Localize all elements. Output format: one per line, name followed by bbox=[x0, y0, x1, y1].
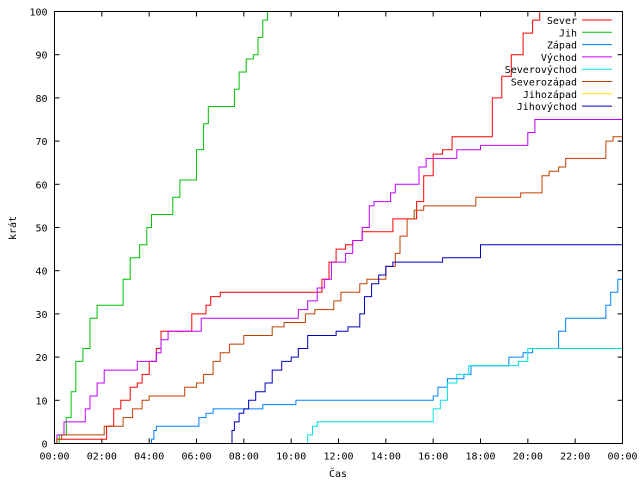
series-line-8 bbox=[229, 244, 623, 444]
x-tick-label: 00:00 bbox=[607, 452, 637, 463]
series-line-2 bbox=[54, 11, 623, 444]
legend-label: Západ bbox=[547, 40, 577, 52]
y-tick-label: 50 bbox=[35, 224, 47, 235]
y-tick-label: 40 bbox=[35, 267, 47, 278]
y-tick-label: 10 bbox=[35, 396, 47, 407]
series-line-5 bbox=[305, 348, 623, 444]
x-tick-label: 18:00 bbox=[465, 452, 495, 463]
x-tick-label: 06:00 bbox=[181, 452, 211, 463]
legend-label: Severovýchod bbox=[505, 64, 577, 76]
plot-series bbox=[54, 11, 623, 444]
legend-label: Jihovýchod bbox=[517, 101, 577, 113]
x-tick-label: 10:00 bbox=[276, 452, 306, 463]
x-tick-label: 22:00 bbox=[560, 452, 590, 463]
legend: SeverJihZápadVýchodSeverovýchodSeverozáp… bbox=[505, 16, 612, 113]
x-axis-title: Čas bbox=[329, 467, 347, 480]
y-tick-label: 60 bbox=[35, 180, 47, 191]
legend-label: Jihozápad bbox=[523, 89, 577, 101]
y-tick-label: 70 bbox=[35, 137, 47, 148]
y-axis-title: krát bbox=[7, 216, 19, 240]
y-tick-label: 30 bbox=[35, 310, 47, 321]
legend-label: Sever bbox=[547, 16, 577, 27]
y-tick-label: 80 bbox=[35, 94, 47, 105]
legend-label: Východ bbox=[541, 52, 577, 64]
x-tick-label: 02:00 bbox=[87, 452, 117, 463]
y-tick-label: 100 bbox=[29, 8, 47, 19]
x-tick-label: 12:00 bbox=[323, 452, 353, 463]
tick-labels: 0 10 20 30 40 50 60 70 80 90 100 00:00 02:00 04:00 06:… bbox=[29, 8, 637, 463]
y-tick-label: 90 bbox=[35, 51, 47, 62]
legend-label: Severozápad bbox=[511, 77, 577, 89]
y-tick-label: 0 bbox=[41, 440, 47, 451]
x-tick-label: 00:00 bbox=[39, 452, 69, 463]
series-line-6 bbox=[54, 123, 623, 444]
series-line-4 bbox=[54, 119, 623, 444]
x-tick-label: 08:00 bbox=[229, 452, 259, 463]
x-tick-label: 16:00 bbox=[418, 452, 448, 463]
plot-frame bbox=[54, 11, 623, 444]
x-tick-label: 14:00 bbox=[371, 452, 401, 463]
legend-label: Jih bbox=[559, 28, 577, 39]
x-tick-label: 20:00 bbox=[513, 452, 543, 463]
x-tick-label: 04:00 bbox=[134, 452, 164, 463]
y-tick-label: 20 bbox=[35, 353, 47, 364]
